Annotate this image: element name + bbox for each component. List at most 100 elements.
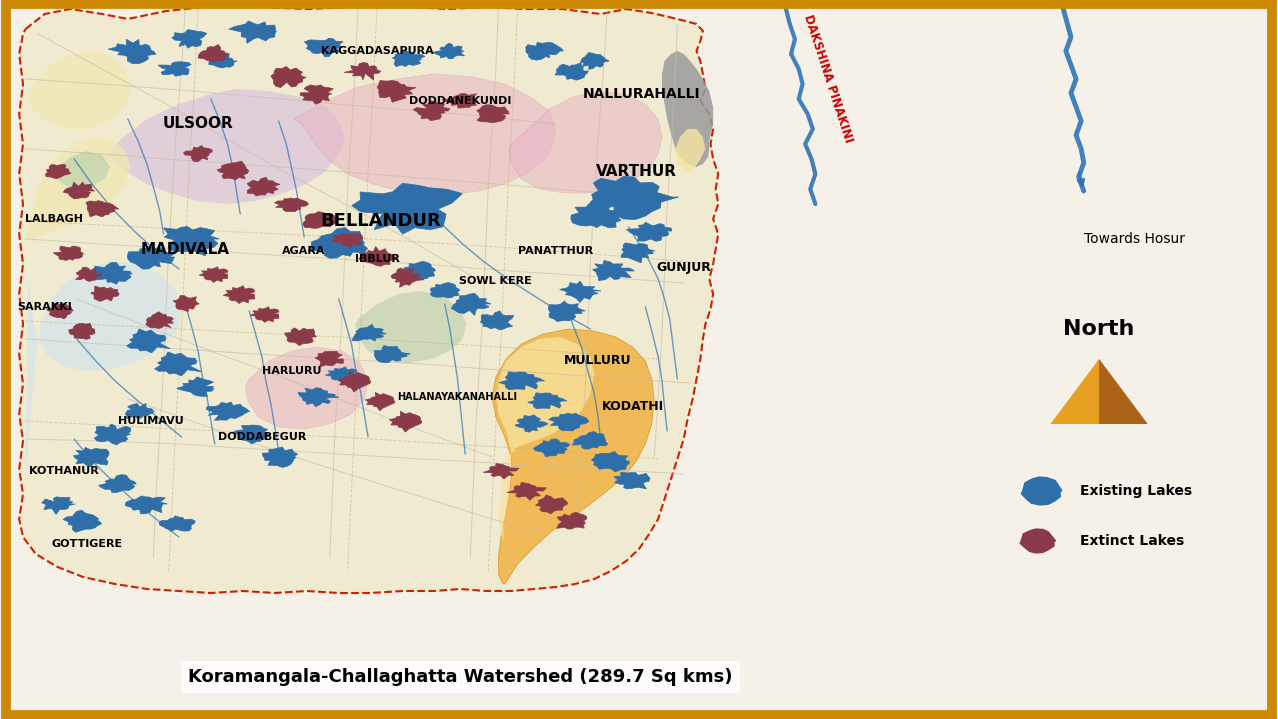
Polygon shape (525, 42, 564, 60)
Polygon shape (626, 222, 672, 242)
Polygon shape (339, 371, 371, 392)
Polygon shape (515, 415, 548, 432)
Polygon shape (245, 347, 368, 429)
Polygon shape (451, 293, 491, 316)
Text: Towards Hosur: Towards Hosur (1084, 232, 1186, 246)
Polygon shape (351, 324, 386, 341)
Polygon shape (557, 512, 587, 529)
Polygon shape (533, 439, 570, 457)
Text: Existing Lakes: Existing Lakes (1080, 484, 1192, 498)
Polygon shape (431, 283, 460, 298)
Polygon shape (125, 496, 167, 514)
Polygon shape (374, 345, 410, 362)
Polygon shape (344, 63, 381, 80)
Text: MULLURU: MULLURU (565, 354, 631, 367)
Polygon shape (42, 497, 75, 514)
Polygon shape (233, 425, 268, 444)
Polygon shape (585, 176, 679, 219)
Text: BELLANDUR: BELLANDUR (321, 212, 441, 230)
Polygon shape (173, 296, 199, 312)
Polygon shape (621, 243, 656, 262)
Text: HULIMAVU: HULIMAVU (118, 416, 184, 426)
Polygon shape (75, 267, 102, 281)
Polygon shape (498, 372, 544, 390)
Polygon shape (592, 452, 630, 472)
Polygon shape (69, 324, 95, 339)
Text: HARLURU: HARLURU (262, 366, 321, 376)
Polygon shape (224, 285, 254, 303)
Polygon shape (19, 7, 718, 593)
Polygon shape (146, 312, 174, 329)
Text: MADIVALA: MADIVALA (141, 242, 230, 257)
Polygon shape (125, 403, 155, 418)
Polygon shape (377, 81, 417, 102)
Text: GOTTIGERE: GOTTIGERE (51, 539, 123, 549)
Polygon shape (171, 29, 207, 48)
Polygon shape (326, 367, 357, 383)
Polygon shape (316, 352, 344, 367)
Polygon shape (509, 91, 662, 193)
Polygon shape (548, 413, 589, 431)
Polygon shape (1021, 477, 1062, 505)
Polygon shape (1099, 359, 1148, 424)
Polygon shape (56, 151, 110, 189)
Text: Koramangala-Challaghatta Watershed (289.7 Sq kms): Koramangala-Challaghatta Watershed (289.… (188, 668, 732, 686)
Polygon shape (285, 328, 317, 346)
Text: PANATTHUR: PANATTHUR (519, 246, 593, 256)
Polygon shape (64, 182, 95, 199)
Polygon shape (208, 52, 238, 68)
Polygon shape (308, 228, 368, 258)
Polygon shape (675, 129, 705, 171)
Polygon shape (98, 475, 137, 493)
Text: DODDABEGUR: DODDABEGUR (217, 432, 307, 442)
Polygon shape (217, 161, 249, 180)
Polygon shape (247, 178, 280, 196)
Polygon shape (206, 402, 249, 421)
Polygon shape (294, 74, 556, 194)
Text: KODATHI: KODATHI (602, 400, 663, 413)
Polygon shape (262, 447, 298, 467)
Polygon shape (496, 337, 594, 541)
Polygon shape (229, 21, 276, 43)
Text: ULSOOR: ULSOOR (162, 116, 234, 132)
Text: Extinct Lakes: Extinct Lakes (1080, 534, 1185, 548)
Polygon shape (155, 352, 202, 376)
Polygon shape (164, 226, 220, 256)
Polygon shape (86, 201, 119, 217)
Text: GUNJUR: GUNJUR (657, 260, 711, 273)
Polygon shape (127, 329, 170, 353)
Text: AGARA: AGARA (282, 246, 326, 256)
Polygon shape (26, 51, 130, 129)
Polygon shape (662, 51, 713, 167)
Polygon shape (158, 62, 192, 76)
Polygon shape (433, 43, 465, 59)
Text: DODDANEKUNDI: DODDANEKUNDI (409, 96, 511, 106)
Polygon shape (275, 198, 308, 211)
Text: North: North (1063, 319, 1135, 339)
Text: SOWL KERE: SOWL KERE (460, 276, 532, 286)
Polygon shape (355, 291, 466, 363)
Polygon shape (1051, 359, 1148, 424)
Polygon shape (571, 201, 625, 228)
Polygon shape (250, 307, 279, 322)
Polygon shape (176, 377, 213, 396)
Polygon shape (54, 246, 84, 260)
Polygon shape (332, 234, 363, 248)
Polygon shape (300, 85, 334, 104)
Polygon shape (366, 393, 395, 411)
Polygon shape (271, 67, 307, 88)
Polygon shape (477, 105, 509, 122)
Polygon shape (199, 267, 227, 283)
Polygon shape (528, 393, 567, 408)
Text: IBBLUR: IBBLUR (354, 254, 400, 264)
Polygon shape (95, 424, 130, 445)
Polygon shape (46, 164, 70, 179)
Polygon shape (73, 447, 109, 467)
Text: SARAKKI: SARAKKI (18, 302, 72, 312)
Polygon shape (26, 137, 130, 239)
Polygon shape (392, 50, 426, 67)
Polygon shape (184, 145, 212, 162)
Text: KAGGADASAPURA: KAGGADASAPURA (321, 46, 433, 56)
Polygon shape (404, 262, 436, 279)
Polygon shape (298, 388, 339, 407)
